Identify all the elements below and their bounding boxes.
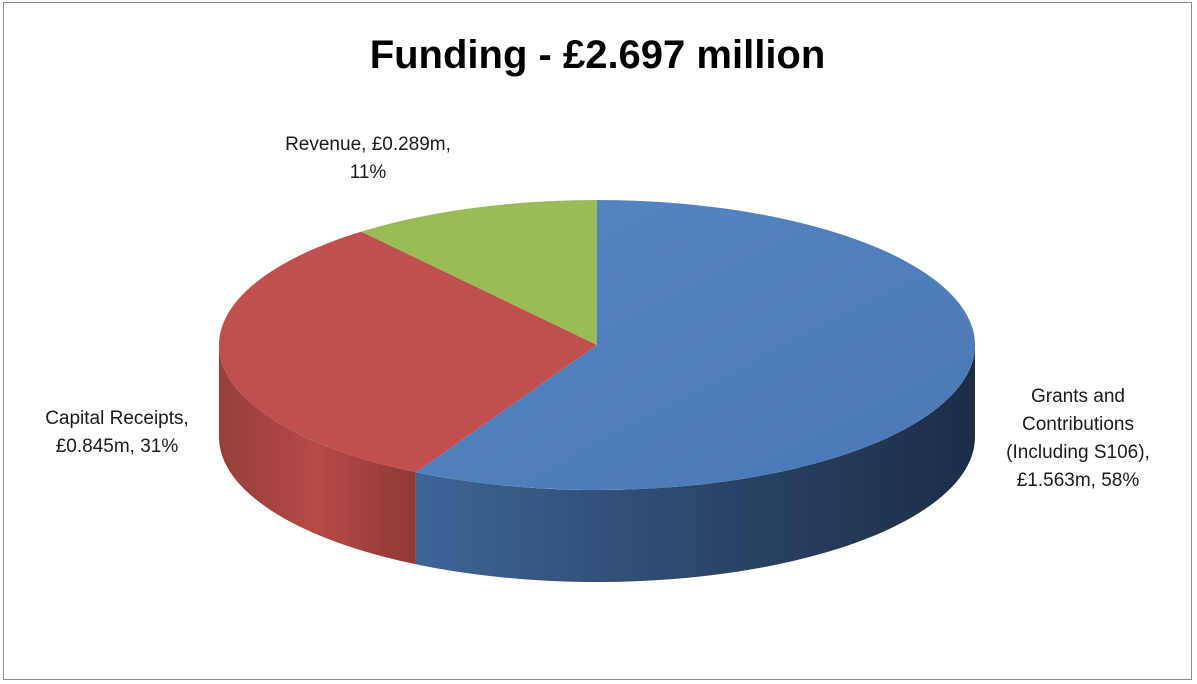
- data-label-revenue: Revenue, £0.289m, 11%: [285, 134, 451, 183]
- pie-slice-revenue: [361, 200, 597, 345]
- chart-title: Funding - £2.697 million: [369, 33, 826, 77]
- pie-slice-capital-receipts: [218, 231, 598, 473]
- data-label-capital-receipts: Capital Receipts, £0.845m, 31%: [45, 408, 189, 457]
- data-label-grants-and-contributions-including-s106: Grants and Contributions (Including S106),…: [1006, 386, 1150, 491]
- pie-side-grants-and-contributions-including-s106: [415, 345, 975, 582]
- pie-side-capital-receipts: [219, 345, 416, 565]
- pie-slice-grants-and-contributions-including-s106: [415, 200, 975, 490]
